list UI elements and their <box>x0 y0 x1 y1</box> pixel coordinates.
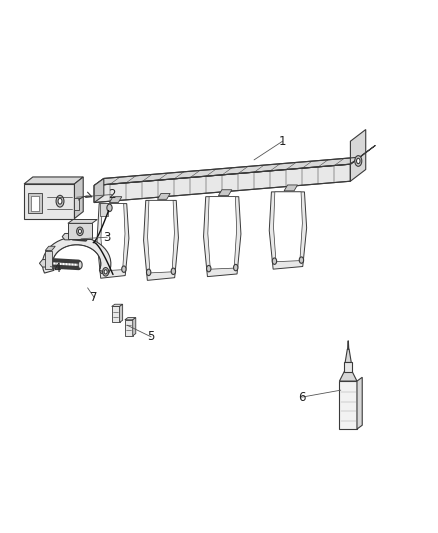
Polygon shape <box>204 197 241 277</box>
Polygon shape <box>94 157 360 185</box>
Polygon shape <box>344 362 352 372</box>
Polygon shape <box>74 198 79 210</box>
Ellipse shape <box>299 257 304 263</box>
Polygon shape <box>157 193 170 199</box>
Polygon shape <box>100 203 108 216</box>
Ellipse shape <box>107 204 112 212</box>
Ellipse shape <box>58 198 62 204</box>
Polygon shape <box>144 200 178 280</box>
Ellipse shape <box>355 156 362 166</box>
Polygon shape <box>219 190 232 196</box>
Polygon shape <box>42 237 111 273</box>
Polygon shape <box>28 193 42 213</box>
Polygon shape <box>94 164 350 203</box>
Polygon shape <box>284 185 297 191</box>
Polygon shape <box>94 179 104 203</box>
Polygon shape <box>24 184 74 219</box>
Text: 7: 7 <box>90 291 98 304</box>
Polygon shape <box>269 192 307 269</box>
Polygon shape <box>68 223 92 239</box>
Ellipse shape <box>77 227 83 236</box>
Polygon shape <box>74 177 83 219</box>
Ellipse shape <box>85 236 87 241</box>
Text: 2: 2 <box>108 188 116 201</box>
Polygon shape <box>208 197 237 269</box>
Polygon shape <box>345 349 351 362</box>
Ellipse shape <box>171 268 176 274</box>
Polygon shape <box>101 204 125 271</box>
Polygon shape <box>45 251 52 269</box>
Ellipse shape <box>233 264 238 271</box>
Ellipse shape <box>78 229 81 233</box>
Polygon shape <box>273 192 302 262</box>
Ellipse shape <box>56 196 64 207</box>
Ellipse shape <box>100 267 104 273</box>
Polygon shape <box>125 320 133 336</box>
Ellipse shape <box>146 269 151 276</box>
Ellipse shape <box>272 258 277 264</box>
Polygon shape <box>112 304 123 306</box>
Polygon shape <box>110 197 122 203</box>
Ellipse shape <box>104 270 107 274</box>
Polygon shape <box>68 220 97 223</box>
Text: 4: 4 <box>53 262 61 274</box>
Text: 5: 5 <box>148 330 155 343</box>
Ellipse shape <box>357 158 360 164</box>
Text: 1: 1 <box>279 135 286 148</box>
Polygon shape <box>45 246 55 251</box>
Ellipse shape <box>207 265 211 272</box>
Polygon shape <box>148 200 174 273</box>
Polygon shape <box>339 381 357 429</box>
Polygon shape <box>350 146 375 164</box>
Polygon shape <box>39 260 51 267</box>
Polygon shape <box>339 372 357 381</box>
Ellipse shape <box>78 261 82 269</box>
Polygon shape <box>120 304 123 322</box>
Polygon shape <box>31 196 39 211</box>
Ellipse shape <box>122 266 126 272</box>
Polygon shape <box>24 177 83 184</box>
Polygon shape <box>112 306 120 322</box>
Polygon shape <box>133 318 136 336</box>
Text: 3: 3 <box>104 231 111 244</box>
Text: 6: 6 <box>298 391 306 403</box>
Ellipse shape <box>102 268 109 276</box>
Polygon shape <box>125 318 136 320</box>
Polygon shape <box>62 233 73 240</box>
Polygon shape <box>350 130 366 181</box>
Polygon shape <box>97 204 129 278</box>
Polygon shape <box>357 377 362 429</box>
